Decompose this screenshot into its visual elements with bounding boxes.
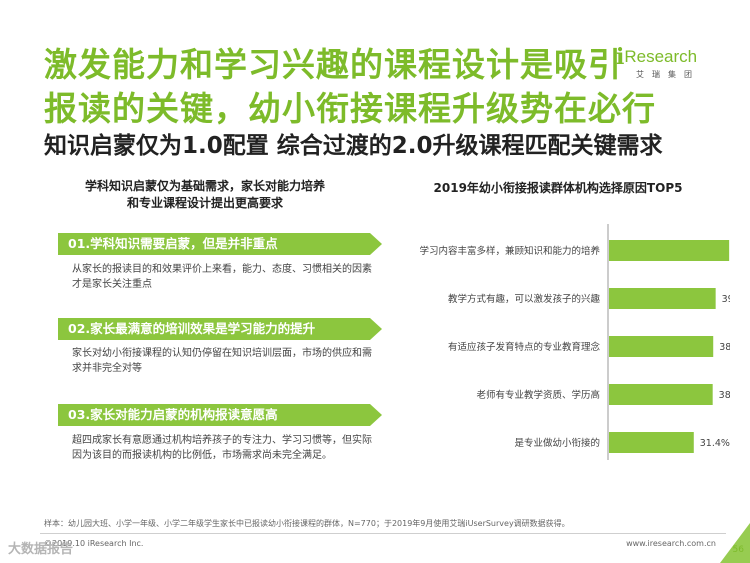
corner-decoration <box>720 523 750 563</box>
left-heading-line-2: 和专业课程设计提出更高要求 <box>126 196 283 210</box>
left-heading-line-1: 学科知识启蒙仅为基础需求，家长对能力培养 <box>84 179 325 193</box>
value-label: 31.4% <box>700 438 730 449</box>
website-url: www.iresearch.com.cn <box>626 539 716 548</box>
category-label: 是专业做幼小衔接的 <box>514 437 600 449</box>
bar <box>609 432 694 453</box>
bar <box>609 336 714 357</box>
point-2-banner: 02.家长最满意的培训效果是学习能力的提升 <box>58 318 382 340</box>
copyright-text: ©2019.10 iResearch Inc. <box>44 539 144 548</box>
point-3-text: 超四成家长有意愿通过机构培养孩子的专注力、学习习惯等，但实际因为该目的而报读机构… <box>72 435 372 461</box>
category-label: 学习内容丰富多样，兼顾知识和能力的培养 <box>419 245 600 257</box>
value-label: 38.6% <box>719 342 730 353</box>
bar <box>609 288 716 309</box>
point-1-banner: 01.学科知识需要启蒙，但是并非重点 <box>58 233 382 255</box>
bar-chart: 学习内容丰富多样，兼顾知识和能力的培养44.5%教学方式有趣，可以激发孩子的兴趣… <box>419 224 730 460</box>
iresearch-logo: i Research 艾瑞集团 <box>616 46 716 80</box>
page-number: 56 <box>732 545 744 555</box>
category-label: 老师有专业教学资质、学历高 <box>476 389 600 401</box>
category-label: 有适应孩子发育特点的专业教育理念 <box>448 341 601 353</box>
bar <box>609 384 713 405</box>
point-1-text: 从家长的报读目的和效果评价上来看，能力、态度、习惯相关的因素才是家长关注重点 <box>72 264 372 290</box>
category-label: 教学方式有趣，可以激发孩子的兴趣 <box>448 293 601 305</box>
logo-wordmark: Research <box>624 47 698 66</box>
logo-chinese: 艾瑞集团 <box>636 70 700 79</box>
value-label: 39.5% <box>722 294 730 305</box>
left-section-heading: 学科知识启蒙仅为基础需求，家长对能力培养 和专业课程设计提出更高要求 <box>40 178 370 212</box>
page-title-line-1: 激发能力和学习兴趣的课程设计是吸引 <box>44 45 622 84</box>
value-label: 38.4% <box>719 390 730 401</box>
chart-title: 2019年幼小衔接报读群体机构选择原因TOP5 <box>433 181 683 195</box>
point-2-text: 家长对幼小衔接课程的认知仍停留在知识培训层面，市场的供应和需求并非完全对等 <box>72 348 372 374</box>
point-3-banner: 03.家长对能力启蒙的机构报读意愿高 <box>58 404 382 426</box>
logo-i-mark: i <box>616 44 625 70</box>
footer-divider <box>40 533 726 534</box>
page-subtitle: 知识启蒙仅为1.0配置 综合过渡的2.0升级课程匹配关键需求 <box>44 133 663 159</box>
page-title-line-2: 报读的关键，幼小衔接课程升级势在必行 <box>44 89 656 128</box>
source-note: 样本：幼儿园大班、小学一年级、小学二年级学生家长中已报读幼小衔接课程的群体，N=… <box>44 519 570 528</box>
bar <box>609 240 730 261</box>
watermark-text: 大数据报告 <box>8 542 74 557</box>
